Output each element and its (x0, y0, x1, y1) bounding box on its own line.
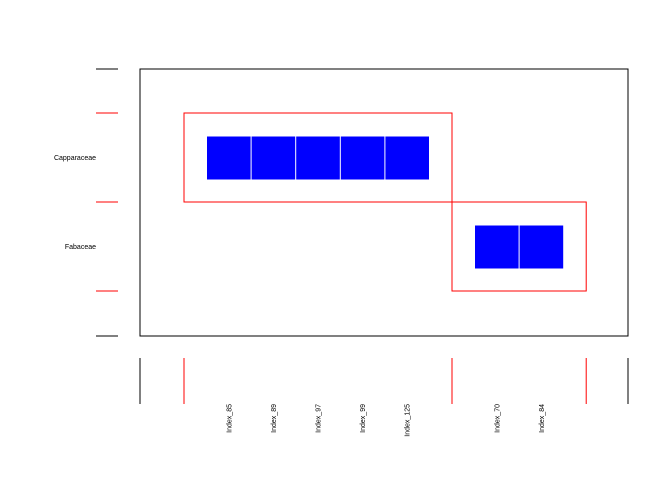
column-label: Index_70 (494, 404, 501, 433)
cell-capparaceae-index-89 (251, 136, 296, 180)
cells-layer (207, 136, 564, 269)
column-label: Index_84 (539, 404, 546, 433)
cell-capparaceae-index-125 (385, 136, 429, 180)
column-label: Index_99 (360, 404, 367, 433)
cell-capparaceae-index-99 (340, 136, 385, 180)
plot-frame (139, 68, 629, 337)
group-box-capparaceae (183, 112, 453, 203)
column-label: Index_97 (316, 404, 323, 433)
group-box-fabaceae (451, 201, 587, 292)
column-label: Index_85 (226, 404, 233, 433)
group-boxes-layer (183, 112, 587, 292)
cell-capparaceae-index-85 (207, 136, 251, 180)
column-label: Index_125 (405, 404, 412, 437)
cell-capparaceae-index-97 (296, 136, 340, 180)
cell-fabaceae-index-84 (519, 225, 564, 269)
y-axis: Capparaceae Fabaceae (54, 68, 118, 337)
column-label: Index_89 (271, 404, 278, 433)
row-label: Fabaceae (65, 244, 96, 251)
row-label: Capparaceae (54, 155, 96, 162)
cell-fabaceae-index-70 (475, 225, 519, 269)
x-axis: Index_85 Index_89 Index_97 Index_99 Index_12… (139, 358, 629, 437)
